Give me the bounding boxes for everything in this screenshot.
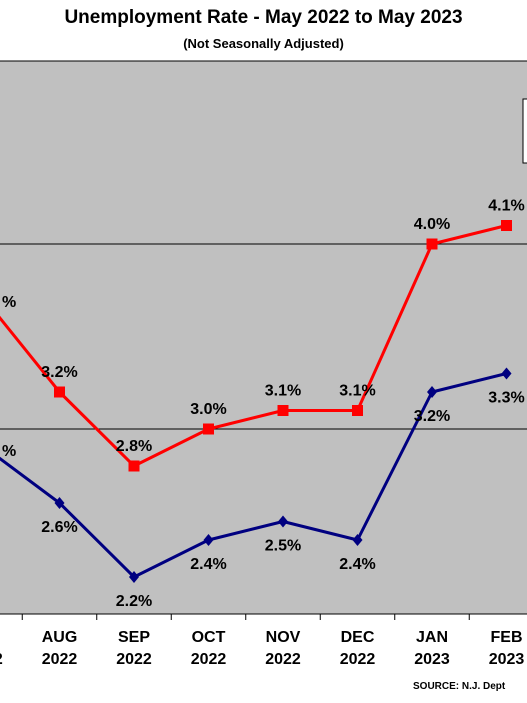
data-label: 3.0% [190,401,226,418]
data-label: % [2,443,16,460]
data-point-diamond [54,497,65,509]
x-tick-label-year: 2023 [489,651,525,668]
data-point-square [128,460,140,472]
data-point-diamond [352,534,363,546]
data-label: 4.0% [414,216,450,233]
data-label: 2.4% [339,556,375,573]
x-tick-label-month: FEB [491,629,523,646]
data-point-diamond [278,515,288,528]
data-label: 2.6% [41,519,77,536]
x-tick-label-year: 2022 [42,651,78,668]
data-label: 4.1% [488,198,524,215]
data-labels: % 3.2% 2.8% 3.0% 3.1% 3.1% 4.0% 4.1%% 2.6% 2.2% 2.… [2,198,525,611]
x-tick-marks [21,614,470,620]
x-tick-label-month: JAN [416,629,448,646]
series-line [0,372,507,579]
data-label: 3.2% [41,364,77,381]
data-label: 3.2% [414,408,450,425]
data-point-square [277,405,289,416]
series-line [0,224,507,468]
x-tick-label-year: 2022 [191,651,227,668]
data-point-diamond [501,367,512,380]
x-tick-label-month: AUG [42,629,78,646]
data-label: 3.1% [339,383,375,400]
data-point-square [501,220,512,231]
data-label: 2.2% [116,593,152,610]
data-label: 2.5% [265,538,301,555]
x-axis-labels: JUL2022AUG2022SEP2022OCT2022NOV2022DEC20… [0,629,524,668]
data-label: 2.8% [116,438,152,455]
chart-subtitle: (Not Seasonally Adjusted) [183,36,344,51]
x-tick-label-year: 2022 [116,651,152,668]
x-tick-label-year: 2023 [414,651,450,668]
data-point-square [203,423,214,435]
data-point-square [352,405,363,416]
data-point-diamond [203,534,214,546]
x-tick-label-year: 2022 [265,651,301,668]
data-label: 2.4% [190,556,226,573]
source-note: SOURCE: N.J. Dept [413,681,506,692]
x-tick-label-year: 2022 [340,651,376,668]
x-tick-label-month: DEC [341,629,375,646]
chart-title: Unemployment Rate - May 2022 to May 2023 [64,7,463,28]
data-point-diamond [129,571,139,583]
data-label: 3.3% [488,390,524,407]
data-point-diamond [427,386,437,398]
data-label: % [2,294,16,311]
x-tick-label-month: OCT [192,629,226,646]
series-group [0,220,512,583]
x-tick-label-month: SEP [118,629,150,646]
data-point-square [426,238,438,250]
gridlines [0,243,527,430]
data-label: 3.1% [265,383,301,400]
legend-box [522,98,527,164]
x-tick-label-month: NOV [266,629,301,646]
plot-area [0,60,527,615]
data-point-square [54,386,65,398]
x-tick-label-year: 2022 [0,651,3,668]
